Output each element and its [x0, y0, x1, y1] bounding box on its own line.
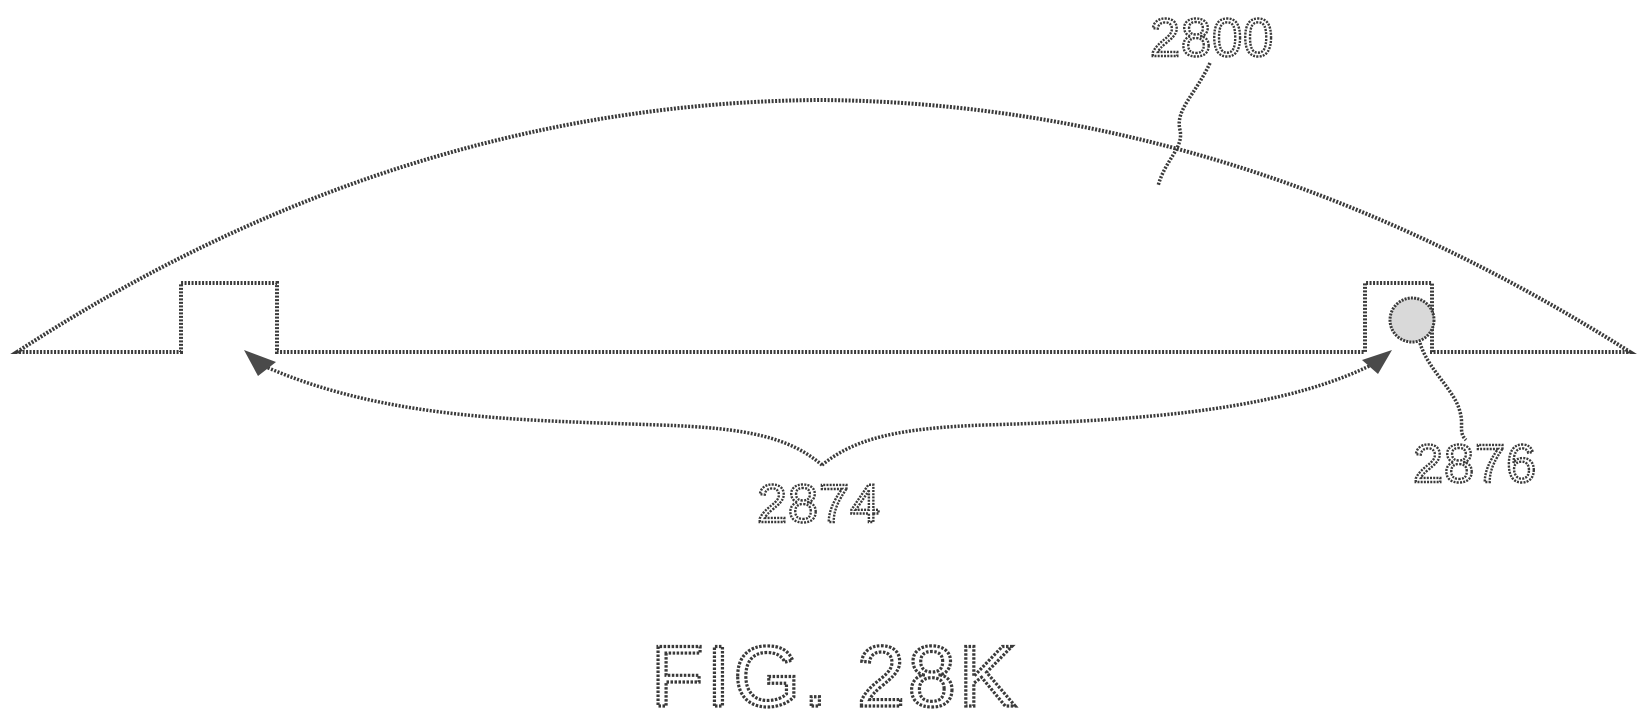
- body-outline: [17, 100, 1630, 352]
- element-2876-circle: [1390, 298, 1434, 342]
- leader-2876: [1420, 343, 1466, 440]
- arrowhead-left: [244, 350, 276, 376]
- label-2876: 2876: [1413, 434, 1537, 494]
- label-2874: 2874: [757, 474, 881, 534]
- label-2800: 2800: [1150, 8, 1274, 68]
- arrowhead-right: [1362, 350, 1392, 374]
- span-brace-left: [255, 362, 822, 465]
- leader-2800: [1158, 63, 1210, 186]
- span-brace-right: [822, 358, 1385, 465]
- figure-title: FIG. 28K: [651, 629, 1019, 720]
